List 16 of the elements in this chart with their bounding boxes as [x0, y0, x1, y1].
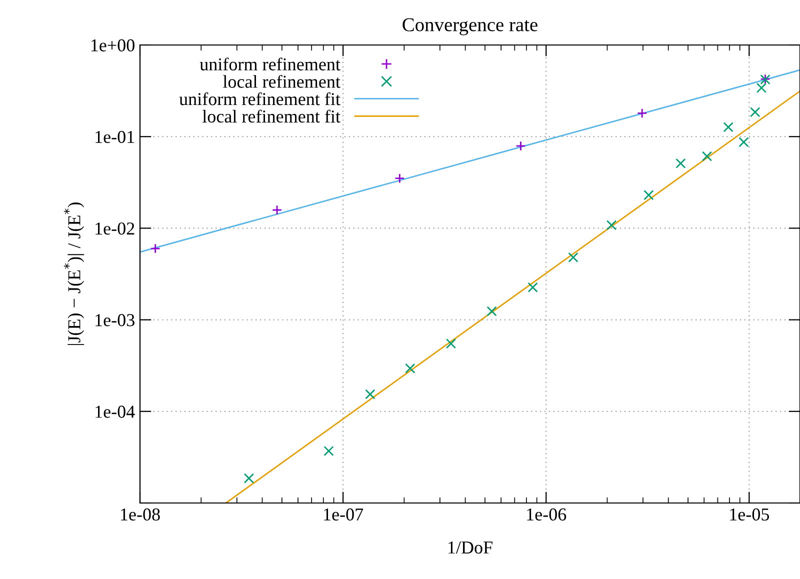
- x-tick-label: 1e-08: [121, 508, 160, 521]
- legend-label: local refinement: [223, 74, 340, 88]
- y-tick-label: 1e-02: [96, 222, 134, 235]
- y-tick-label: 1e-01: [96, 130, 134, 144]
- x-axis-title: 1/DoF: [448, 542, 492, 554]
- x-tick-label: 1e-05: [730, 508, 769, 521]
- legend-label: local refinement fit: [202, 110, 340, 123]
- y-tick-label: 1e-04: [96, 406, 135, 418]
- legend-label: uniform refinement fit: [179, 92, 340, 106]
- y-tick-label: 1e+00: [91, 39, 134, 52]
- chart-title: Convergence rate: [402, 18, 538, 36]
- x-tick-label: 1e-07: [324, 508, 364, 521]
- y-axis-title: |J(E) − J(E$^{*}$)| / J(E$^{*}$): [64, 202, 84, 346]
- y-tick-label: 1e-03: [96, 314, 134, 326]
- legend-label: uniform refinement: [200, 58, 340, 70]
- x-tick-label: 1e-06: [527, 508, 566, 521]
